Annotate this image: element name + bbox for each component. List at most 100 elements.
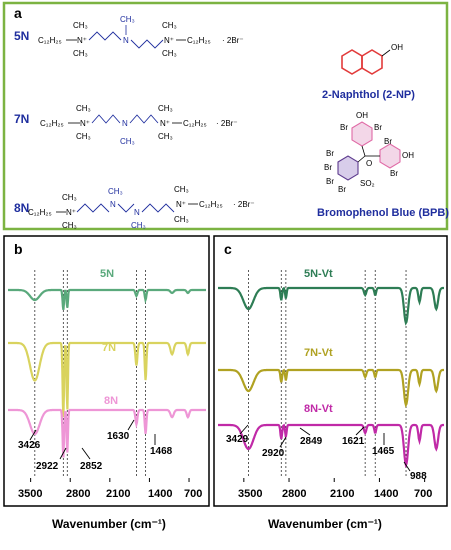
molecule-7N-ch3-b: CH₃ [76,132,91,141]
bpb-br-6: Br [324,163,332,172]
spectrum-5N-Vt [218,286,444,326]
panel-b-ticks [30,478,190,482]
molecule-8N-n2: N⁺ [176,200,186,209]
molecule-7N-n2: N⁺ [160,119,170,128]
molecule-5N-ch3-a: CH₃ [73,21,88,30]
naphthol-oh: OH [391,43,403,52]
molecule-8N-ch3-center-2: CH₃ [131,221,146,230]
panel-c-series-label-5N-Vt: 5N-Vt [304,268,333,280]
panel-c-peak-2849: 2849 [300,436,323,447]
panel-c-spectra [218,286,444,468]
molecule-5N-ch3-d: CH₃ [162,49,177,58]
panel-c-peak-2920: 2920 [262,448,285,459]
molecule-5N-left-chain: C₁₂H₂₅ [38,36,62,45]
molecule-8N-ch3-a: CH₃ [62,193,77,202]
molecule-7N-n1: N⁺ [80,119,90,128]
naphthol-name: 2-Naphthol (2-NP) [322,89,415,101]
molecule-7N-ch3-c: CH₃ [158,104,173,113]
panel-c-series-label-8N-Vt: 8N-Vt [304,403,333,415]
naphthol-structure [341,49,391,75]
panel-c-tick-700: 700 [414,488,432,500]
molecule-5N-ch3-center: CH₃ [120,15,135,24]
molecule-7N-left-chain: C₁₂H₂₅ [40,119,64,128]
panel-c-series-label-7N-Vt: 7N-Vt [304,347,333,359]
panel-c-peak-1621: 1621 [342,436,365,447]
molecule-8N-ch3-center-1: CH₃ [108,187,123,196]
molecule-8N-n1: N⁺ [66,208,76,217]
bpb-oh-right: OH [402,151,414,160]
bpb-br-2: Br [374,123,382,132]
molecule-8N-ch3-c: CH₃ [174,185,189,194]
bpb-br-3: Br [384,137,392,146]
panel-c-tick-1400: 1400 [374,488,398,500]
bpb-br-1: Br [340,123,348,132]
panel-b-tick-2800: 2800 [66,488,90,500]
spectrum-8N-Vt [218,423,444,468]
molecule-8N-left-chain: C₁₂H₂₅ [28,208,52,217]
panel-a-letter: a [14,5,22,21]
panel-b-peak-2852: 2852 [80,461,103,472]
molecule-7N-ch3-center: CH₃ [120,137,135,146]
panel-b-peak-arrows [29,419,156,460]
bpb-oh-top: OH [356,111,368,120]
molecule-8N-right-chain: C₁₂H₂₅ [199,200,223,209]
spectrum-7N-Vt [218,368,444,408]
panel-c-peak-1465: 1465 [372,446,395,457]
molecule-7N-n-center: N [122,119,128,128]
panel-b-series-label-8N: 8N [104,395,118,407]
molecule-5N-counterion: · 2Br⁻ [222,36,244,45]
molecule-7N: 7N C₁₂H₂₅ N⁺ CH₃ CH₃ N CH₃ N⁺ CH₃ CH₃ C₁… [14,104,238,146]
panel-c-tick-2100: 2100 [330,488,354,500]
bpb-name: Bromophenol Blue (BPB) [317,207,449,219]
panel-b-peak-3426: 3426 [18,440,41,451]
panel-b-series-label-7N: 7N [102,342,116,354]
molecule-7N-ch3-d: CH₃ [158,132,173,141]
molecule-5N-n-center: N [123,36,129,45]
molecule-5N-label: 5N [14,29,29,43]
panel-b-xlabel: Wavenumber (cm⁻¹) [52,517,166,531]
molecule-5N-ch3-b: CH₃ [73,49,88,58]
panel-b-spectra [8,288,206,458]
molecule-8N-label: 8N [14,201,29,215]
panel-b-peak-1468: 1468 [150,446,173,457]
panel-b-tick-1400: 1400 [148,488,172,500]
bpb-o: O [366,159,372,168]
panel-c-tick-2800: 2800 [282,488,306,500]
molecule-8N-n-center-1: N [110,200,116,209]
molecule-8N-n-center-2: N [134,208,140,217]
panel-b-series-label-5N: 5N [100,268,114,280]
bpb-br-7: Br [326,177,334,186]
molecule-5N-right-chain: C₁₂H₂₅ [187,36,211,45]
molecule-5N-n2: N⁺ [164,36,174,45]
panel-c-xlabel: Wavenumber (cm⁻¹) [268,517,382,531]
panel-c-tick-3500: 3500 [238,488,262,500]
bpb-br-8: Br [338,185,346,194]
molecule-5N: 5N C₁₂H₂₅ N⁺ CH₃ CH₃ N CH₃ N⁺ CH₃ CH₃ C₁… [14,15,244,58]
spectrum-5N [8,288,206,310]
panel-b-tick-700: 700 [184,488,202,500]
bpb-br-4: Br [390,169,398,178]
panel-c-peak-3429: 3429 [226,434,249,445]
bpb-so2: SO₂ [360,179,375,188]
spectrum-8N [8,408,206,458]
panel-b-tick-2100: 2100 [106,488,130,500]
molecule-8N-counterion: · 2Br⁻ [233,200,255,209]
panel-c-peak-arrows [239,424,411,472]
bpb-structure [337,121,401,181]
molecule-5N-n1: N⁺ [77,36,87,45]
panel-a-border [2,1,449,231]
molecule-7N-ch3-a: CH₃ [76,104,91,113]
molecule-8N: 8N C₁₂H₂₅ N⁺ CH₃ CH₃ N CH₃ N CH₃ N⁺ CH₃ … [14,185,255,230]
panel-c-ticks [243,478,426,482]
panel-b-peak-1630: 1630 [107,431,130,442]
molecule-7N-right-chain: C₁₂H₂₅ [183,119,207,128]
molecule-8N-ch3-b: CH₃ [62,221,77,230]
molecule-5N-ch3-c: CH₃ [162,21,177,30]
spectrum-7N [8,341,206,418]
panel-b-tick-3500: 3500 [18,488,42,500]
molecule-7N-counterion: · 2Br⁻ [216,119,238,128]
panel-c-peak-988: 988 [410,471,427,482]
bpb-br-5: Br [326,149,334,158]
molecule-7N-label: 7N [14,112,29,126]
